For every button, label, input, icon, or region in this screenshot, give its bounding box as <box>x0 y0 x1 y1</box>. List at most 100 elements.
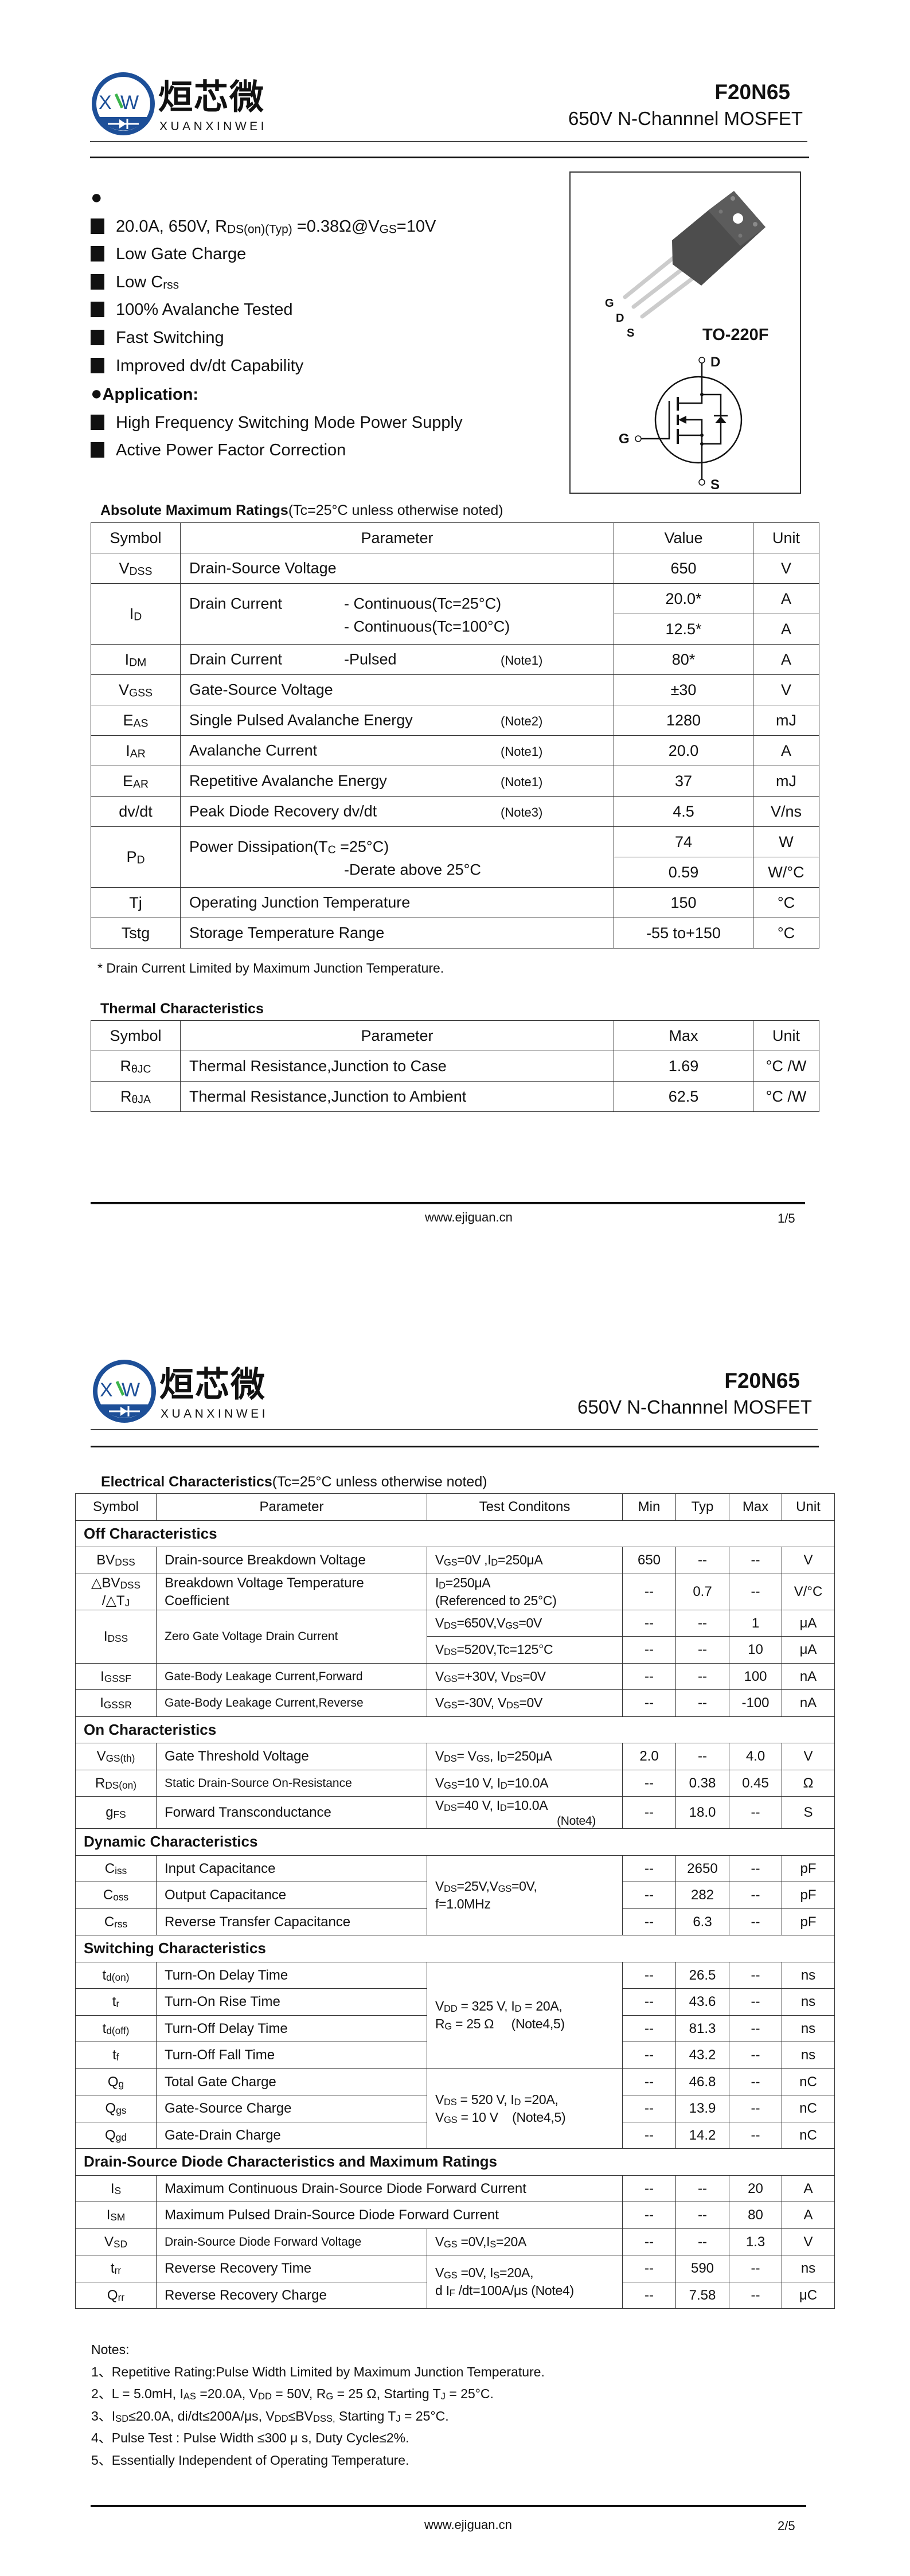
square-bullet-icon <box>91 218 104 234</box>
thermal-title: Thermal Characteristics <box>100 1001 264 1017</box>
feature-text: Low Crss <box>116 272 179 292</box>
column-header: Typ <box>675 1493 729 1521</box>
header-divider-thick <box>90 157 809 158</box>
symbol-cell: Qgd <box>75 2121 157 2149</box>
min-cell: -- <box>622 2121 676 2149</box>
parameter-wrap: Drain-Source Voltage <box>181 554 614 583</box>
header-divider <box>90 141 807 142</box>
min-cell: -- <box>622 2068 676 2095</box>
table-row: VSD Drain-Source Diode Forward Voltage VGS… <box>75 2228 835 2255</box>
value-cell: ±30 <box>614 674 753 705</box>
value-cell: 37 <box>614 766 753 797</box>
section-header-row: On Characteristics <box>75 1716 835 1743</box>
table-row: BVDSS Drain-source Breakdown Voltage VGS=0… <box>75 1547 835 1574</box>
part-number: F20N65 <box>714 80 790 104</box>
unit-cell: ns <box>782 1988 835 2016</box>
parameter-cell: Thermal Resistance,Junction to Case <box>180 1051 614 1082</box>
parameter-cell: Drain-source Breakdown Voltage <box>156 1547 427 1574</box>
typ-cell: -- <box>675 1689 729 1717</box>
max-cell: -- <box>729 2281 782 2309</box>
square-bullet-icon <box>91 442 104 458</box>
logo-english-name: XUANXINWEI <box>159 120 268 133</box>
unit-cell: W <box>753 826 819 857</box>
typ-cell: 590 <box>675 2255 729 2282</box>
company-logo-icon: X W <box>93 1360 156 1423</box>
max-cell: -100 <box>729 1689 782 1717</box>
symbol-cell: VGSS <box>91 674 181 705</box>
symbol-cell: EAS <box>91 705 181 736</box>
parameter-cell: Turn-Off Delay Time <box>156 2015 427 2042</box>
parameter-cell: Drain-Source Diode Forward Voltage <box>156 2228 427 2255</box>
parameter-cell: Peak Diode Recovery dv/dt (Note3) <box>180 796 614 827</box>
test-condition-cell: VDS = 520 V, ID =20A, VGS = 10 V (Note4,… <box>427 2068 623 2149</box>
parameter-cell: Input Capacitance <box>156 1855 427 1882</box>
unit-cell: nA <box>782 1662 835 1690</box>
unit-cell: V/ns <box>753 796 819 827</box>
symbol-cell: Qg <box>75 2068 157 2095</box>
to220f-package-icon: G D S TO-220F <box>605 191 769 344</box>
max-cell: 4.0 <box>729 1743 782 1770</box>
unit-cell: mJ <box>753 766 819 797</box>
min-cell: -- <box>622 1908 676 1935</box>
section-header-row: Dynamic Characteristics <box>75 1828 835 1856</box>
min-cell: -- <box>622 1573 676 1610</box>
column-header: Parameter <box>180 1020 614 1051</box>
column-header: Unit <box>753 1020 819 1051</box>
feature-text: Low Gate Charge <box>116 245 247 264</box>
parameter-cell: Output Capacitance <box>156 1882 427 1909</box>
parameter-cell: Drain-Source Voltage <box>180 553 614 584</box>
section-title: Dynamic Characteristics <box>75 1828 835 1856</box>
value-cell: -55 to+150 <box>614 918 753 949</box>
parameter-cell: Turn-Off Fall Time <box>156 2042 427 2069</box>
typ-cell: -- <box>675 2228 729 2255</box>
parameter-cell: Avalanche Current (Note1) <box>180 735 614 766</box>
max-cell: -- <box>729 1796 782 1829</box>
section-title: Off Characteristics <box>75 1520 835 1547</box>
section-header-row: Drain-Source Diode Characteristics and M… <box>75 2148 835 2176</box>
symbol-cell: VSD <box>75 2228 157 2255</box>
parameter-cell: Turn-On Delay Time <box>156 1961 427 1989</box>
unit-cell: μA <box>782 1609 835 1637</box>
note-reference: (Note1) <box>501 653 543 668</box>
symbol-cell: EAR <box>91 766 181 797</box>
feature-item: Improved dv/dt Capability <box>91 352 561 380</box>
electrical-title-note: (Tc=25°C unless otherwise noted) <box>272 1474 487 1490</box>
symbol-cell: IS <box>75 2175 157 2202</box>
min-cell: -- <box>622 1662 676 1690</box>
value-cell: 0.59 <box>614 857 753 888</box>
max-cell: 10 <box>729 1636 782 1664</box>
parameter-text: Peak Diode Recovery dv/dt <box>189 802 377 820</box>
min-cell: -- <box>622 2015 676 2042</box>
page-number: 2/5 <box>778 2519 795 2533</box>
parameter-cell: Thermal Resistance,Junction to Ambient <box>180 1081 614 1112</box>
table-row: Tstg Storage Temperature Range -55 to+150 °… <box>91 918 819 949</box>
parameter-text: Storage Temperature Range <box>189 924 385 942</box>
max-cell: -- <box>729 2068 782 2095</box>
max-cell: -- <box>729 1855 782 1882</box>
symbol-cell: Ciss <box>75 1855 157 1882</box>
parameter-wrap: Avalanche Current (Note1) <box>181 736 614 766</box>
max-cell: -- <box>729 1573 782 1610</box>
typ-cell: -- <box>675 1609 729 1637</box>
min-cell: -- <box>622 1961 676 1989</box>
table-row: gFS Forward Transconductance VDS=40 V, ID=… <box>75 1796 835 1829</box>
page-2-footer-divider <box>91 2505 806 2507</box>
max-cell: -- <box>729 2121 782 2149</box>
min-cell: -- <box>622 1689 676 1717</box>
min-cell: -- <box>622 1988 676 2016</box>
column-header: Unit <box>782 1493 835 1521</box>
parameter-text: Operating Junction Temperature <box>189 893 411 911</box>
header-divider <box>91 1429 818 1430</box>
table-header-row: Symbol Parameter Max Unit <box>91 1020 819 1051</box>
column-header: Value <box>614 522 753 553</box>
min-cell: -- <box>622 2175 676 2202</box>
unit-cell: °C /W <box>753 1051 819 1082</box>
application-item: High Frequency Switching Mode Power Supp… <box>91 409 561 437</box>
parameter-cell: Maximum Pulsed Drain-Source Diode Forwar… <box>156 2202 623 2229</box>
table-row: td(on) Turn-On Delay Time VDD = 325 V, ID … <box>75 1961 835 2069</box>
unit-cell: ns <box>782 2015 835 2042</box>
test-condition-cell: VDS=650V,VGS=0V <box>427 1609 623 1637</box>
mosfet-schematic-icon: D G S <box>619 354 743 493</box>
unit-cell: V <box>753 674 819 705</box>
table-row: Qgs Gate-Source Charge -- 13.9 -- nC <box>75 2095 835 2122</box>
